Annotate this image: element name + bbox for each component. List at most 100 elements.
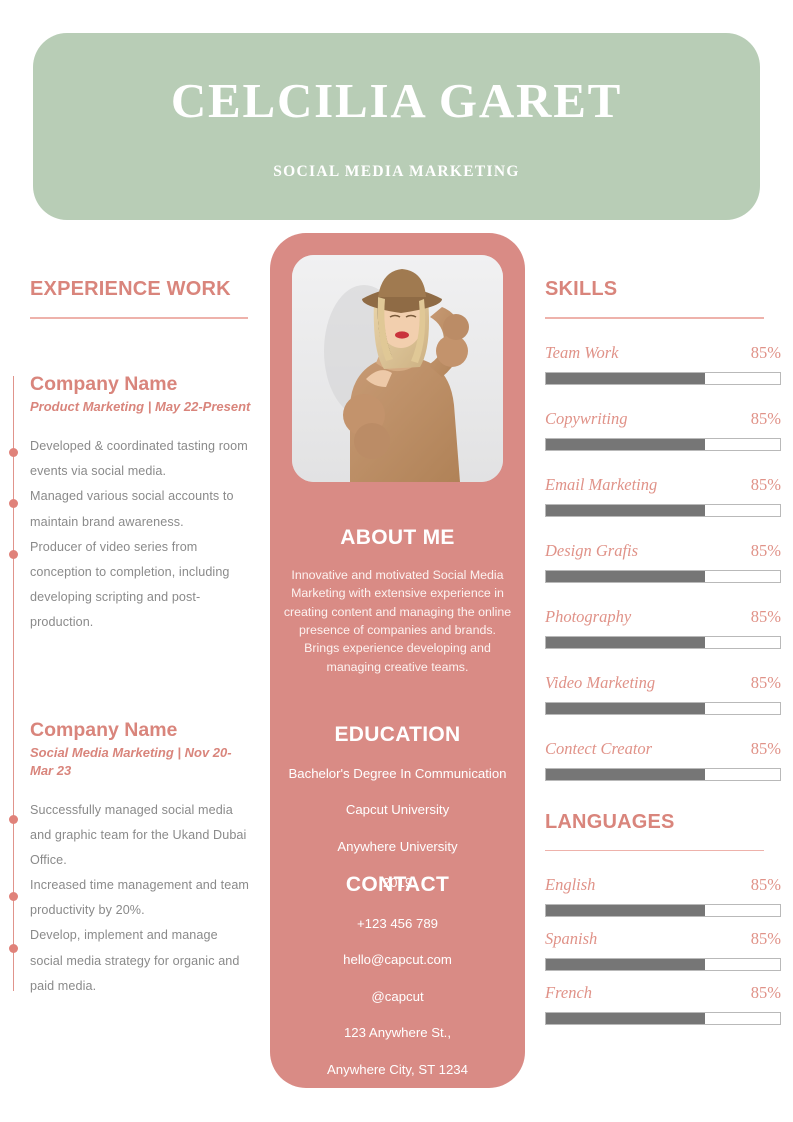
skill-progress-fill (546, 570, 706, 582)
section-title-contact: CONTACT (345, 873, 450, 896)
education-line: Capcut University (345, 802, 450, 818)
contact-section: CONTACT +123 456 789 hello@capcut.com @c… (270, 873, 525, 1079)
company-name: Company Name (30, 373, 178, 395)
job-bullet: Producer of video series from conception… (30, 539, 230, 630)
about-section: ABOUT ME Innovative and motivated Social… (270, 526, 525, 676)
language-row: French 85% (545, 983, 781, 1026)
section-title-about: ABOUT ME (340, 526, 455, 549)
timeline-dot (9, 499, 18, 508)
skill-percent: 85% (750, 738, 781, 758)
language-row: English 85% (545, 875, 781, 918)
skill-percent: 85% (750, 408, 781, 428)
education-line: 2019 (382, 875, 413, 891)
section-title-education: EDUCATION (334, 723, 461, 746)
avatar (292, 255, 503, 482)
education-line: Anywhere University (337, 838, 458, 854)
skill-progress-track (545, 569, 781, 583)
contact-email[interactable]: hello@capcut.com (343, 952, 452, 968)
experience-column: EXPERIENCE WORK Company Name Product Mar… (0, 278, 262, 1018)
skill-label: Video Marketing (545, 672, 656, 692)
experience-heading-group: EXPERIENCE WORK (30, 278, 248, 319)
languages-list: English 85% Spanish 85% French 85% (545, 875, 781, 1026)
languages-heading-group: LANGUAGES (545, 811, 764, 852)
skill-row: Email Marketing 85% (545, 475, 781, 517)
portrait-photo-icon (292, 255, 503, 482)
skill-percent: 85% (750, 540, 781, 560)
skill-label: Copywriting (545, 408, 628, 428)
skill-label: Email Marketing (545, 474, 658, 494)
education-section: EDUCATION Bachelor's Degree In Communica… (270, 723, 525, 893)
job-bullet: Successfully managed social media and gr… (30, 802, 247, 867)
language-percent: 85% (750, 875, 781, 895)
job-bullet: Managed various social accounts to maint… (30, 489, 234, 529)
header-subtitle: SOCIAL MEDIA MARKETING (273, 163, 520, 180)
language-progress-fill (546, 1013, 706, 1025)
language-label: French (545, 983, 593, 1003)
skill-percent: 85% (750, 672, 781, 692)
section-divider (545, 317, 764, 319)
section-divider (30, 317, 248, 319)
skill-progress-track (545, 437, 781, 451)
language-percent: 85% (750, 929, 781, 949)
timeline-line (13, 376, 15, 991)
skill-row: Design Grafis 85% (545, 541, 781, 583)
contact-address-line: Anywhere City, ST 1234 (327, 1061, 468, 1077)
skill-row: Contect Creator 85% (545, 739, 781, 781)
skill-row: Video Marketing 85% (545, 673, 781, 715)
language-label: Spanish (545, 929, 598, 949)
skill-progress-track (545, 767, 781, 781)
language-progress-fill (546, 959, 706, 971)
language-progress-track (545, 1012, 781, 1026)
timeline-dot (9, 944, 18, 953)
company-name: Company Name (30, 719, 178, 741)
skill-label: Team Work (545, 342, 619, 362)
skill-label: Design Grafis (545, 540, 639, 560)
skill-progress-fill (546, 702, 706, 714)
timeline-dot (9, 815, 18, 824)
skill-progress-fill (546, 768, 706, 780)
skill-progress-fill (546, 636, 706, 648)
language-progress-track (545, 958, 781, 972)
timeline-dot (9, 892, 18, 901)
job-bullet-list: Developed & coordinated tasting room eve… (30, 434, 252, 636)
skills-column: SKILLS Team Work 85% Copywriting 85% Ema… (545, 278, 781, 1037)
job-bullet: Develop, implement and manage social med… (30, 928, 240, 993)
skill-percent: 85% (750, 606, 781, 626)
skills-heading-group: SKILLS (545, 278, 764, 319)
page-title: CELCILIA GARET (170, 73, 623, 128)
skill-progress-track (545, 371, 781, 385)
skill-progress-track (545, 635, 781, 649)
timeline-dot (9, 448, 18, 457)
section-title-languages: LANGUAGES (545, 810, 675, 833)
section-title-experience: EXPERIENCE WORK (30, 278, 231, 300)
language-row: Spanish 85% (545, 929, 781, 972)
skill-progress-fill (546, 504, 706, 516)
contact-phone[interactable]: +123 456 789 (356, 916, 439, 931)
skill-row: Photography 85% (545, 607, 781, 649)
skills-list: Team Work 85% Copywriting 85% Email Mark… (545, 343, 781, 781)
skill-label: Photography (545, 606, 632, 626)
section-title-skills: SKILLS (545, 278, 618, 300)
about-text: Innovative and motivated Social Media Ma… (283, 568, 512, 674)
skill-label: Contect Creator (545, 738, 653, 758)
education-line: Bachelor's Degree In Communication (288, 766, 507, 781)
skill-percent: 85% (750, 342, 781, 362)
header-banner: CELCILIA GARET SOCIAL MEDIA MARKETING (33, 33, 760, 220)
job-bullet: Increased time management and team produ… (30, 878, 250, 918)
language-label: English (545, 875, 596, 895)
skill-progress-fill (546, 372, 706, 384)
language-percent: 85% (750, 983, 781, 1003)
skill-percent: 85% (750, 474, 781, 494)
timeline-dot (9, 550, 18, 559)
experience-entry: Company Name Social Media Marketing | No… (30, 719, 252, 999)
job-bullet-list: Successfully managed social media and gr… (30, 798, 252, 1000)
experience-entry: Company Name Product Marketing | May 22-… (30, 373, 252, 635)
job-role-dates: Social Media Marketing | Nov 20-Mar 23 (30, 745, 232, 778)
skill-row: Team Work 85% (545, 343, 781, 385)
contact-handle[interactable]: @capcut (371, 988, 424, 1004)
skill-row: Copywriting 85% (545, 409, 781, 451)
section-divider (545, 849, 764, 852)
language-progress-fill (546, 905, 706, 917)
contact-address-line: 123 Anywhere St., (343, 1025, 452, 1041)
profile-card: ABOUT ME Innovative and motivated Social… (270, 233, 525, 1088)
